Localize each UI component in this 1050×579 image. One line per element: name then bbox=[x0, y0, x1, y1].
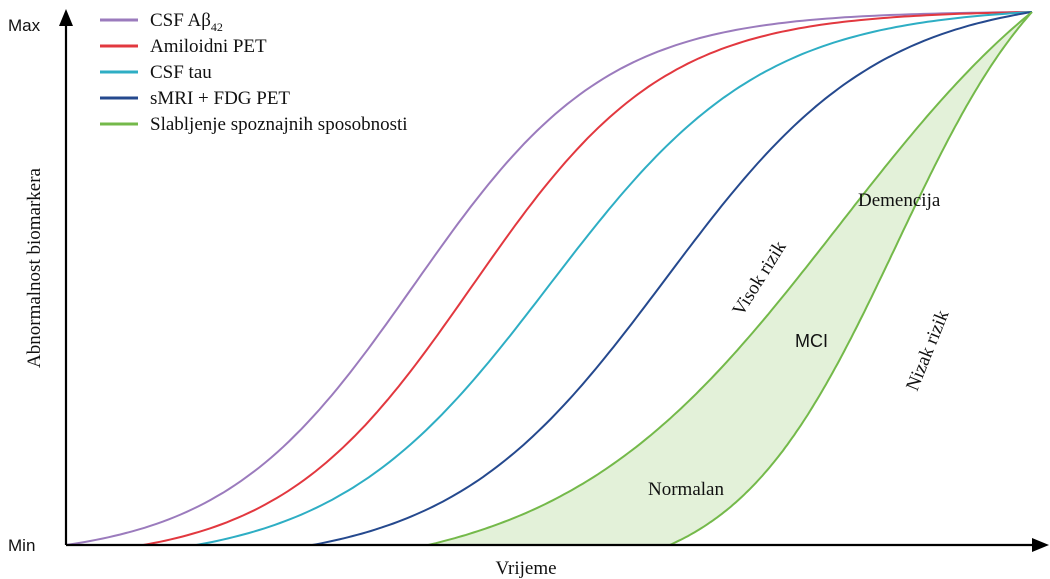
series-line-1 bbox=[143, 11, 1033, 546]
y-axis-arrow bbox=[59, 9, 73, 26]
x-axis-label: Vrijeme bbox=[495, 558, 556, 579]
annotation-low-risk: Nizak rizik bbox=[902, 307, 953, 394]
y-tick-max: Max bbox=[8, 16, 41, 35]
axes bbox=[59, 9, 1049, 552]
annotation-normal: Normalan bbox=[648, 479, 724, 500]
series-line-4 bbox=[428, 11, 1033, 546]
series-line-3 bbox=[312, 11, 1033, 546]
series-line-2 bbox=[196, 11, 1033, 546]
legend-label-subscript-0: 42 bbox=[211, 20, 223, 34]
x-axis-arrow bbox=[1032, 538, 1049, 552]
series-line-0 bbox=[65, 11, 1033, 546]
y-tick-min: Min bbox=[8, 536, 35, 555]
annotation-mci: MCI bbox=[795, 331, 828, 351]
legend-label-0: CSF Aβ42 bbox=[150, 10, 223, 34]
legend-label-3: sMRI + FDG PET bbox=[150, 88, 290, 109]
legend-label-1: Amiloidni PET bbox=[150, 36, 267, 57]
annotation-dementia: Demencija bbox=[858, 190, 941, 211]
legend-label-4: Slabljenje spoznajnih sposobnosti bbox=[150, 114, 408, 135]
legend-label-2: CSF tau bbox=[150, 62, 212, 83]
y-axis-label: Abnormalnost biomarkera bbox=[24, 167, 45, 368]
cognitive-band-fill bbox=[428, 12, 1032, 545]
low-risk-curve bbox=[669, 11, 1033, 546]
series-curves bbox=[65, 11, 1033, 546]
